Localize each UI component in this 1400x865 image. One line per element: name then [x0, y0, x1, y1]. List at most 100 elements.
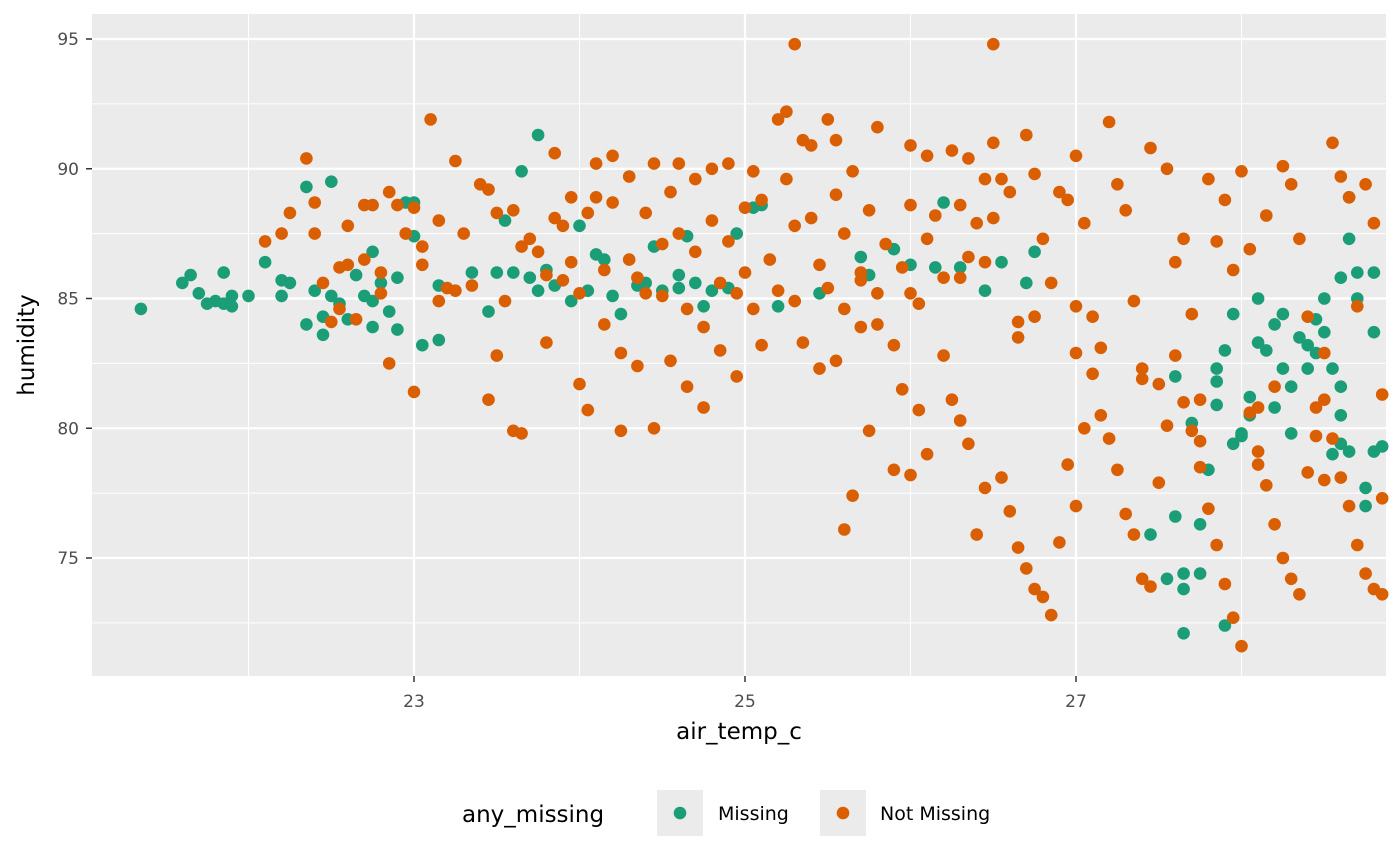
point-missing — [490, 266, 504, 279]
point-not-missing — [1094, 409, 1108, 422]
point-not-missing — [1177, 232, 1190, 246]
point-not-missing — [780, 105, 793, 118]
point-not-missing — [738, 266, 752, 279]
point-not-missing — [374, 266, 388, 279]
point-missing — [598, 253, 611, 266]
point-not-missing — [1309, 401, 1323, 414]
point-not-missing — [1260, 209, 1273, 222]
point-missing — [1226, 437, 1240, 451]
point-not-missing — [515, 427, 528, 440]
point-not-missing — [929, 209, 942, 222]
point-missing — [1177, 567, 1190, 580]
point-missing — [1334, 380, 1348, 394]
point-not-missing — [1011, 331, 1025, 344]
point-not-missing — [449, 284, 462, 298]
point-not-missing — [1375, 388, 1389, 401]
point-not-missing — [1284, 572, 1298, 586]
point-not-missing — [953, 198, 967, 212]
point-not-missing — [1351, 538, 1364, 552]
point-not-missing — [548, 146, 561, 160]
point-not-missing — [920, 149, 934, 163]
x-tick-label: 27 — [1065, 692, 1087, 712]
point-not-missing — [1086, 310, 1099, 324]
point-not-missing — [730, 287, 743, 300]
point-missing — [465, 266, 479, 279]
point-missing — [1210, 375, 1223, 388]
point-not-missing — [407, 385, 421, 399]
point-not-missing — [1318, 393, 1331, 407]
point-not-missing — [920, 447, 934, 461]
x-axis: 23 25 27 — [403, 676, 1087, 712]
point-not-missing — [895, 261, 909, 274]
point-not-missing — [945, 144, 959, 157]
point-not-missing — [1044, 608, 1058, 622]
point-missing — [1251, 336, 1265, 349]
point-not-missing — [540, 268, 553, 282]
point-missing — [953, 261, 967, 274]
point-missing — [1276, 307, 1290, 321]
point-not-missing — [838, 523, 851, 536]
point-not-missing — [1193, 434, 1207, 448]
point-not-missing — [1011, 541, 1025, 554]
point-missing — [1218, 344, 1232, 357]
point-not-missing — [713, 276, 727, 290]
point-not-missing — [589, 191, 603, 204]
legend-marker-missing — [673, 806, 687, 820]
point-not-missing — [730, 370, 743, 383]
point-missing — [1210, 398, 1223, 412]
point-missing — [697, 300, 710, 313]
point-not-missing — [689, 172, 702, 186]
point-not-missing — [457, 227, 471, 240]
point-missing — [1243, 390, 1257, 404]
point-not-missing — [829, 133, 843, 147]
point-missing — [134, 302, 148, 316]
point-not-missing — [854, 320, 868, 334]
point-not-missing — [1169, 349, 1182, 362]
point-not-missing — [722, 235, 735, 248]
point-not-missing — [904, 198, 917, 212]
point-missing — [1367, 266, 1381, 279]
point-missing — [507, 266, 520, 279]
point-not-missing — [821, 281, 835, 295]
point-missing — [1169, 510, 1182, 523]
point-missing — [1293, 331, 1306, 344]
point-not-missing — [1169, 255, 1182, 269]
point-not-missing — [1318, 346, 1331, 360]
point-missing — [192, 287, 206, 300]
point-not-missing — [912, 297, 926, 311]
point-missing — [300, 180, 313, 194]
point-missing — [854, 250, 868, 264]
point-not-missing — [1334, 471, 1348, 484]
point-missing — [730, 227, 743, 240]
point-missing — [1301, 338, 1314, 352]
point-not-missing — [622, 170, 636, 183]
point-not-missing — [333, 302, 346, 316]
point-not-missing — [672, 227, 686, 240]
point-not-missing — [771, 113, 785, 126]
point-missing — [672, 281, 686, 295]
point-not-missing — [1061, 458, 1074, 471]
point-not-missing — [1301, 310, 1314, 324]
point-not-missing — [598, 318, 611, 331]
point-missing — [176, 276, 189, 290]
point-missing — [1375, 440, 1389, 453]
point-missing — [1342, 232, 1356, 246]
point-not-missing — [1276, 159, 1290, 173]
point-not-missing — [1003, 505, 1017, 518]
point-not-missing — [1020, 128, 1033, 142]
point-not-missing — [987, 136, 1000, 150]
point-not-missing — [1127, 528, 1141, 541]
point-not-missing — [581, 403, 595, 417]
point-not-missing — [1268, 380, 1281, 394]
point-not-missing — [664, 185, 677, 199]
point-not-missing — [1177, 396, 1190, 409]
point-not-missing — [507, 204, 520, 217]
point-not-missing — [945, 393, 959, 407]
point-not-missing — [1135, 372, 1149, 386]
point-not-missing — [1251, 458, 1265, 471]
point-not-missing — [1268, 518, 1281, 531]
point-not-missing — [490, 349, 504, 362]
point-not-missing — [978, 172, 992, 186]
point-not-missing — [697, 320, 710, 334]
point-missing — [1144, 528, 1157, 541]
